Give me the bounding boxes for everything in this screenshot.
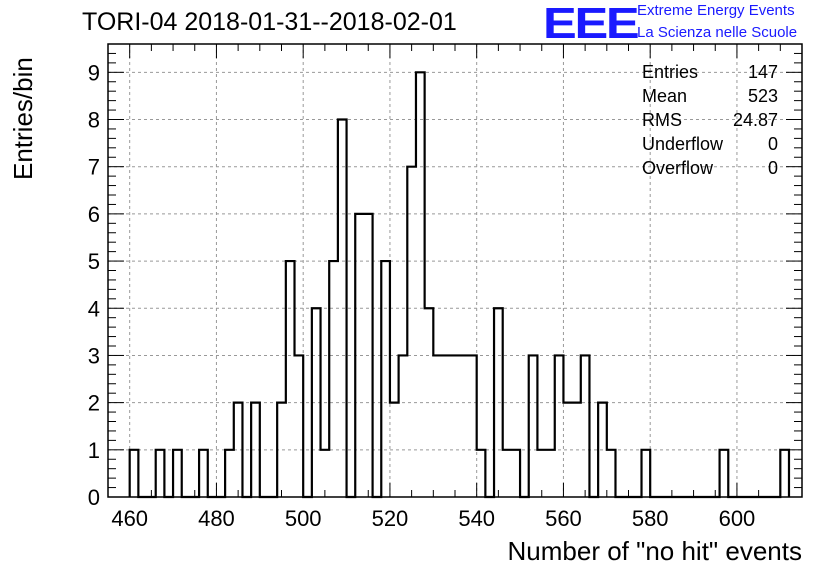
y-tick-label: 7 bbox=[88, 155, 100, 180]
stat-value: 0 bbox=[767, 134, 778, 154]
y-tick-label: 2 bbox=[88, 391, 100, 416]
x-tick-label: 540 bbox=[458, 506, 495, 531]
y-tick-label: 4 bbox=[88, 296, 100, 321]
y-tick-label: 8 bbox=[88, 108, 100, 133]
stat-value: 24.87 bbox=[732, 110, 778, 130]
stat-label: Entries bbox=[642, 62, 699, 82]
eee-logo: EEE bbox=[543, 0, 640, 48]
y-tick-label: 0 bbox=[88, 485, 100, 510]
x-tick-label: 580 bbox=[632, 506, 669, 531]
x-tick-label: 500 bbox=[285, 506, 322, 531]
stat-row-overflow: Overflow 0 bbox=[642, 156, 778, 180]
x-axis-label: Number of "no hit" events bbox=[507, 536, 803, 566]
stat-label: Underflow bbox=[642, 134, 724, 154]
y-axis-label: Entries/bin bbox=[8, 57, 38, 180]
y-tick-label: 6 bbox=[88, 202, 100, 227]
histogram-step-line bbox=[128, 71, 791, 499]
logo-line-1: Extreme Energy Events bbox=[637, 2, 795, 19]
axis-ticks bbox=[107, 43, 803, 498]
x-tick-label: 460 bbox=[111, 506, 148, 531]
y-tick-label: 3 bbox=[88, 343, 100, 368]
y-tick-label: 1 bbox=[88, 438, 100, 463]
grid-lines bbox=[108, 44, 802, 497]
stat-label: Mean bbox=[642, 86, 688, 106]
stat-value: 523 bbox=[747, 86, 778, 106]
x-tick-label: 600 bbox=[719, 506, 756, 531]
stat-value: 0 bbox=[767, 158, 778, 178]
chart-title: TORI-04 2018-01-31--2018-02-01 bbox=[82, 8, 457, 36]
stat-label: Overflow bbox=[642, 158, 714, 178]
y-tick-label: 5 bbox=[88, 249, 100, 274]
stat-row-entries: Entries 147 bbox=[642, 60, 778, 84]
tick-labels: 460 480 500 520 540 560 580 600 0 1 2 3 4 5 6 7 8 9 bbox=[88, 60, 756, 531]
stats-box: Entries 147 Mean 523 RMS 24.87 Underflow 0 O… bbox=[642, 60, 778, 180]
x-tick-label: 560 bbox=[545, 506, 582, 531]
stat-row-underflow: Underflow 0 bbox=[642, 132, 778, 156]
y-tick-label: 9 bbox=[88, 60, 100, 85]
stat-label: RMS bbox=[642, 110, 682, 130]
x-tick-label: 520 bbox=[372, 506, 409, 531]
logo-line-2: La Scienza nelle Scuole bbox=[637, 24, 798, 41]
stat-row-mean: Mean 523 bbox=[642, 84, 778, 108]
stat-value: 147 bbox=[747, 62, 778, 82]
stat-row-rms: RMS 24.87 bbox=[642, 108, 778, 132]
x-tick-label: 480 bbox=[198, 506, 235, 531]
